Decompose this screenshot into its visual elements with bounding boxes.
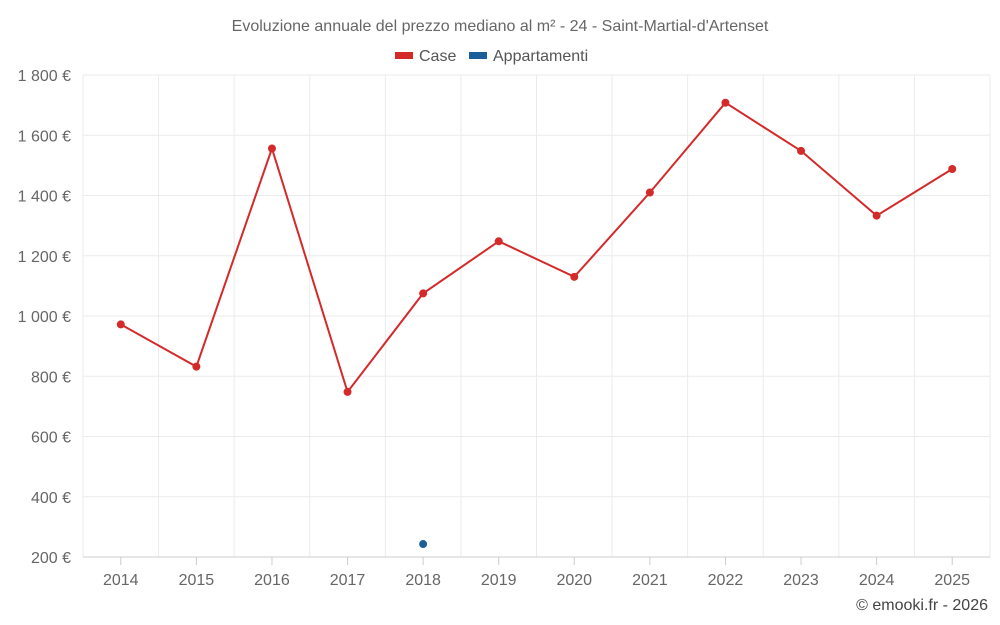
y-tick-label: 200 € bbox=[31, 550, 71, 567]
data-point[interactable] bbox=[419, 289, 428, 298]
legend-item-appartamenti[interactable]: Appartamenti bbox=[469, 48, 588, 65]
legend: Case Appartamenti bbox=[395, 48, 588, 65]
y-tick-label: 1 600 € bbox=[18, 128, 71, 145]
y-tick-label: 1 800 € bbox=[18, 68, 71, 85]
data-point[interactable] bbox=[116, 320, 125, 329]
x-tick-label: 2022 bbox=[708, 572, 744, 589]
data-point[interactable] bbox=[721, 98, 730, 107]
data-point[interactable] bbox=[192, 362, 201, 371]
series-line-0 bbox=[120, 101, 953, 395]
series bbox=[116, 98, 957, 549]
grid bbox=[82, 74, 991, 558]
data-point[interactable] bbox=[267, 144, 276, 153]
y-tick-label: 600 € bbox=[31, 430, 71, 447]
x-tick-label: 2017 bbox=[330, 572, 366, 589]
x-tick-label: 2015 bbox=[179, 572, 215, 589]
data-point[interactable] bbox=[343, 387, 352, 396]
x-tick-label: 2018 bbox=[405, 572, 441, 589]
chart-title: Evoluzione annuale del prezzo mediano al… bbox=[232, 18, 769, 35]
credit-text: © emooki.fr - 2026 bbox=[856, 597, 988, 614]
x-tick-label: 2025 bbox=[934, 572, 970, 589]
data-point[interactable] bbox=[645, 188, 654, 197]
legend-label-appartamenti: Appartamenti bbox=[493, 48, 588, 65]
x-tick-label: 2019 bbox=[481, 572, 517, 589]
legend-swatch-appartamenti bbox=[469, 52, 487, 59]
x-tick-label: 2020 bbox=[556, 572, 592, 589]
x-tick-label: 2021 bbox=[632, 572, 668, 589]
x-tick-label: 2016 bbox=[254, 572, 290, 589]
y-tick-label: 800 € bbox=[31, 369, 71, 386]
data-point[interactable] bbox=[872, 211, 881, 220]
legend-swatch-case bbox=[395, 52, 413, 59]
y-tick-label: 1 200 € bbox=[18, 249, 71, 266]
data-point[interactable] bbox=[494, 237, 503, 246]
axes: 200 € 400 € 600 € 800 € 1 000 € 1 200 € 1 400 … bbox=[18, 68, 990, 589]
legend-item-case[interactable]: Case bbox=[395, 48, 456, 65]
legend-label-case: Case bbox=[419, 48, 456, 65]
x-tick-label: 2024 bbox=[859, 572, 895, 589]
y-tick-label: 1 400 € bbox=[18, 189, 71, 206]
y-tick-label: 400 € bbox=[31, 490, 71, 507]
data-point[interactable] bbox=[948, 164, 957, 173]
y-tick-label: 1 000 € bbox=[18, 309, 71, 326]
x-tick-label: 2014 bbox=[103, 572, 139, 589]
data-point[interactable] bbox=[570, 272, 579, 281]
data-point[interactable] bbox=[419, 540, 428, 549]
x-tick-label: 2023 bbox=[783, 572, 819, 589]
data-point[interactable] bbox=[797, 146, 806, 155]
